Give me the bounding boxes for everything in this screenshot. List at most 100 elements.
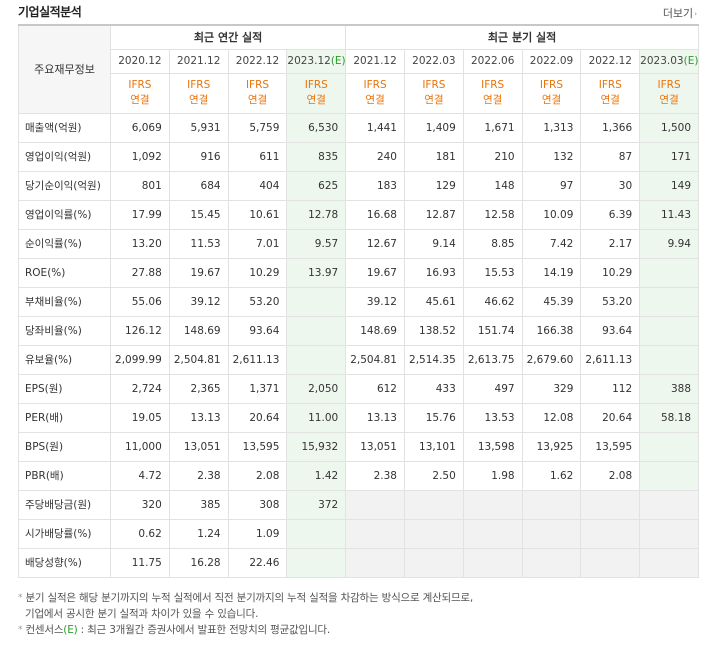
table-cell	[580, 518, 641, 549]
table-cell	[286, 315, 347, 346]
table-cell: 10.61	[227, 199, 288, 230]
table-cell: 93.64	[580, 315, 641, 346]
table-cell: 0.62	[110, 518, 170, 549]
table-cell	[639, 257, 699, 288]
table-cell: 5,759	[227, 112, 288, 143]
table-cell: 5,931	[168, 112, 229, 143]
table-cell: 166.38	[521, 315, 582, 346]
period-header-row: 2020.12 2021.12 2022.12 2023.12(E) 2021.12 20…	[19, 48, 699, 74]
table-cell: 2.50	[403, 460, 464, 491]
table-cell: 13.20	[110, 228, 170, 259]
table-cell	[286, 286, 347, 317]
table-cell: 181	[403, 141, 464, 172]
table-cell	[403, 547, 464, 578]
table-cell	[286, 518, 347, 549]
table-cell: 12.78	[286, 199, 347, 230]
table-row: 당좌비율(%) 126.12 148.69 93.64 148.69 138.52 151.…	[18, 315, 699, 346]
table-cell: 2,679.60	[521, 344, 582, 375]
period-header: 2023.12(E)	[286, 48, 347, 74]
more-label[interactable]: 더보기	[662, 7, 694, 20]
row-label: 영업이익(억원)	[18, 141, 111, 172]
table-cell: 2,504.81	[168, 344, 229, 375]
table-cell: 11.75	[110, 547, 170, 578]
table-cell: 10.29	[227, 257, 288, 288]
table-cell: 1,371	[227, 373, 288, 404]
table-cell: 17.99	[110, 199, 170, 230]
table-row: BPS(원) 11,000 13,051 13,595 15,932 13,051 13,1…	[18, 431, 699, 462]
table-cell: 13,051	[168, 431, 229, 462]
table-cell: 6,530	[286, 112, 347, 143]
table-cell: 15.76	[403, 402, 464, 433]
table-cell: 210	[462, 141, 523, 172]
table-cell	[345, 547, 405, 578]
table-cell: 22.46	[227, 547, 288, 578]
table-cell: 1,409	[403, 112, 464, 143]
period-header: 2022.12	[227, 48, 288, 74]
table-row: 부채비율(%) 55.06 39.12 53.20 39.12 45.61 46.62 45.…	[18, 286, 699, 317]
table-cell	[462, 518, 523, 549]
table-cell: 13,925	[521, 431, 582, 462]
table-cell: 433	[403, 373, 464, 404]
table-cell: 2.08	[227, 460, 288, 491]
table-cell: 2.38	[168, 460, 229, 491]
table-cell: 16.93	[403, 257, 464, 288]
table-cell: 149	[639, 170, 699, 201]
table-cell	[521, 489, 582, 520]
accounting-type-header: IFRS 연결	[168, 72, 229, 114]
table-cell: 611	[227, 141, 288, 172]
accounting-type-header: IFRS 연결	[462, 72, 523, 114]
table-cell: 112	[580, 373, 641, 404]
accounting-type-header: IFRS 연결	[345, 72, 405, 114]
table-row: PER(배) 19.05 13.13 20.64 11.00 13.13 15.76 13.5…	[18, 402, 699, 433]
table-cell: 20.64	[227, 402, 288, 433]
table-cell: 11.43	[639, 199, 699, 230]
table-cell: 14.19	[521, 257, 582, 288]
table-cell: 15,932	[286, 431, 347, 462]
row-label: PER(배)	[18, 402, 111, 433]
table-cell: 16.68	[345, 199, 405, 230]
footnotes: * 분기 실적은 해당 분기까지의 누적 실적에서 직전 분기까지의 누적 실적…	[18, 590, 708, 638]
table-cell: 625	[286, 170, 347, 201]
table-cell: 148.69	[345, 315, 405, 346]
table-cell	[521, 518, 582, 549]
table-cell: 19.67	[168, 257, 229, 288]
table-cell: 372	[286, 489, 347, 520]
table-cell: 329	[521, 373, 582, 404]
table-cell: 183	[345, 170, 405, 201]
period-header: 2023.03(E)	[639, 48, 699, 74]
table-cell: 835	[286, 141, 347, 172]
table-row: 당기순이익(억원) 801 684 404 625 183 129 148 97 30 149	[18, 170, 699, 201]
table-cell: 11.53	[168, 228, 229, 259]
period-header: 2022.06	[462, 48, 523, 74]
table-cell: 320	[110, 489, 170, 520]
section-title: 기업실적분석	[18, 5, 82, 19]
table-cell: 1,092	[110, 141, 170, 172]
table-cell: 58.18	[639, 402, 699, 433]
section-header: 기업실적분석 더보기›	[0, 0, 713, 24]
accounting-type-header: IFRS 연결	[639, 72, 699, 114]
table-cell: 126.12	[110, 315, 170, 346]
table-cell: 240	[345, 141, 405, 172]
table-cell: 171	[639, 141, 699, 172]
table-cell: 9.14	[403, 228, 464, 259]
table-cell: 46.62	[462, 286, 523, 317]
accounting-type-row: IFRS 연결 IFRS 연결 IFRS 연결 IFRS 연결 IFRS 연결 IFRS 연결 IFRS…	[19, 72, 699, 114]
more-link[interactable]: 더보기›	[663, 5, 697, 21]
table-cell: 97	[521, 170, 582, 201]
table-cell: 9.94	[639, 228, 699, 259]
table-cell	[639, 489, 699, 520]
table-cell: 13,101	[403, 431, 464, 462]
table-cell: 684	[168, 170, 229, 201]
table-cell: 1,671	[462, 112, 523, 143]
table-cell: 148.69	[168, 315, 229, 346]
table-cell	[639, 431, 699, 462]
row-label: BPS(원)	[18, 431, 111, 462]
row-label: 부채비율(%)	[18, 286, 111, 317]
table-cell: 55.06	[110, 286, 170, 317]
row-label: 시가배당률(%)	[18, 518, 111, 549]
period-header: 2021.12	[345, 48, 405, 74]
period-header: 2020.12	[110, 48, 170, 74]
table-cell: 2.08	[580, 460, 641, 491]
table-cell: 13,051	[345, 431, 405, 462]
table-cell: 6,069	[110, 112, 170, 143]
